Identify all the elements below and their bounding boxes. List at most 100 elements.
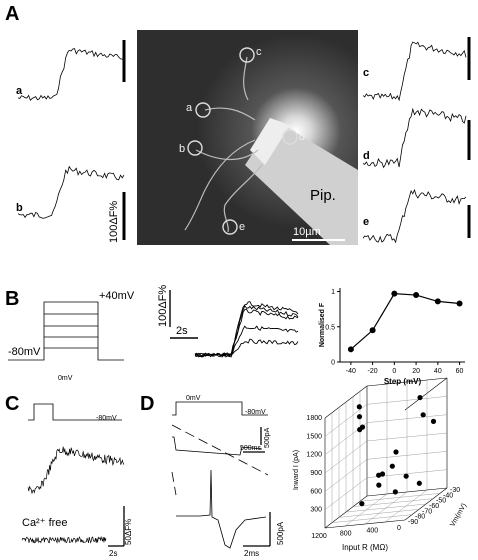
b-trace-4 [194, 325, 299, 358]
d-chart-xtick-label: 0 [397, 525, 401, 532]
d-chart-ztick-label: 1800 [306, 415, 322, 422]
dendrites [184, 56, 263, 233]
d-chart-ytick-label: -80 [415, 514, 425, 521]
b-chart-ytick-label: 0.5 [325, 324, 335, 331]
d-chart-xtick-label: 1200 [311, 533, 327, 540]
trace-d [362, 107, 467, 169]
c-scale-dff-label: 50ΔF% [124, 519, 133, 545]
normalised-f-chart: -40 -20 0 20 40 60 0 0.5 1 Normalised F Step (mV) [319, 288, 465, 386]
panel-d-letter: D [140, 393, 154, 415]
d-chart-zlabel: Inward I (pA) [293, 450, 300, 490]
d-chart-point [393, 449, 399, 455]
space-scalebar-label: 10µm [293, 226, 321, 238]
c-scale-time-label: 2s [109, 549, 117, 558]
c-trace-ca-free [21, 535, 107, 544]
b-chart-point [456, 300, 463, 307]
d-chart-ytick-label: -40 [443, 492, 453, 499]
panel-b-letter: B [5, 288, 19, 310]
d-current-trace-top [172, 436, 263, 456]
d-current-trace-zoom [176, 469, 267, 549]
d-chart-xlabel: Input R (MΩ) [342, 543, 388, 552]
trace-e [362, 188, 467, 244]
d-chart-point [420, 412, 426, 418]
b-trace-5 [194, 338, 299, 358]
d-chart-ytick-label: -30 [450, 487, 460, 494]
d-v-hold: -80mV [245, 409, 266, 416]
panel-c-letter: C [5, 393, 19, 415]
d-chart-point [376, 482, 382, 488]
d-chart-point [430, 418, 437, 424]
c-trace-normal [27, 446, 125, 494]
d-zoom-guide-top [171, 424, 269, 476]
b-scale-dff-label: 100ΔF% [157, 285, 169, 327]
dff-scale-label-a: 100ΔF% [108, 201, 120, 243]
b-chart-xtick-label: 0 [392, 368, 396, 375]
d-chart-ytick-label: -70 [422, 508, 432, 515]
d-chart-point [417, 394, 423, 401]
d-scale-current-top-label: 500pA [264, 427, 271, 448]
d-chart-point [416, 480, 422, 486]
b-chart-point [434, 298, 441, 305]
d-chart-grid [345, 503, 427, 513]
cell-label-d: d [299, 131, 305, 143]
d-chart-ytick-label: -60 [429, 503, 439, 510]
d-chart-xtick-label: 400 [366, 528, 378, 535]
b-trace-3 [194, 308, 299, 358]
d-chart-ytick-label: -50 [436, 498, 446, 505]
d-chart-ztick-label: 900 [310, 470, 322, 477]
inward-current-3d-scatter: 300 600 900 1200 1500 1800 1200 800 400 0 -30-40-5… [293, 377, 468, 552]
d-chart-point [356, 414, 363, 420]
d-chart-ztick-label: 1200 [306, 452, 322, 459]
trace-a [17, 48, 125, 102]
c-voltage-protocol [28, 403, 122, 421]
b-chart-xtick-label: -20 [368, 368, 378, 375]
cell-marker-c [239, 47, 255, 63]
b-scale-time-label: 2s [176, 325, 188, 337]
c-v-hold: -80mV [96, 415, 117, 422]
v-step-zero: 0mV [58, 375, 73, 382]
d-chart-ztick-label: 1500 [306, 433, 322, 440]
d-voltage-protocol [172, 401, 268, 416]
b-chart-ylabel: Normalised F [319, 302, 326, 347]
b-chart-xtick-label: -40 [346, 368, 356, 375]
b-chart-ytick-label: 1 [331, 289, 335, 296]
cell-label-e: e [239, 221, 245, 233]
d-chart-grid [331, 514, 413, 523]
d-chart-point [356, 404, 362, 410]
cell-marker-b [187, 140, 203, 156]
d-v-zero: 0mV [186, 395, 201, 402]
d-chart-grid [359, 493, 441, 502]
d-chart-ztick-label: 300 [310, 507, 322, 514]
b-chart-xlabel: Step (mV) [384, 377, 422, 386]
cell-label-b: b [179, 143, 185, 155]
d-chart-point [392, 489, 398, 495]
d-scale-time-bottom-label: 2ms [244, 549, 259, 558]
v-step-bottom: -80mV [8, 346, 41, 358]
cell-label-c: c [256, 46, 262, 58]
trace-c [362, 41, 467, 102]
b-chart-point [347, 346, 354, 353]
trace-b [17, 165, 125, 219]
d-zoom-guide-bottom [171, 471, 177, 496]
cell-marker-e [222, 219, 238, 235]
cell-marker-d [282, 129, 298, 145]
d-chart-point [357, 427, 363, 433]
d-chart-point [376, 472, 382, 478]
b-chart-point [413, 292, 420, 299]
trace-label-e: e [363, 216, 369, 228]
d-chart-point [403, 473, 409, 479]
d-chart-ztick-label: 600 [310, 488, 322, 495]
b-chart-xtick-label: 20 [412, 368, 420, 375]
trace-label-a: a [16, 85, 23, 97]
d-chart-ylabel: Vm(mV) [449, 502, 468, 528]
d-chart-grid [338, 509, 420, 518]
trace-label-d: d [363, 150, 370, 162]
d-scale-current-bottom-label: 500pA [276, 521, 285, 545]
b-chart-series-line [350, 293, 460, 350]
cell-label-a: a [186, 102, 193, 114]
trace-label-c: c [363, 67, 369, 79]
b-chart-ytick-label: 0 [331, 360, 335, 367]
d-chart-grid [352, 498, 434, 507]
d-chart-xtick-label: 800 [340, 530, 352, 537]
